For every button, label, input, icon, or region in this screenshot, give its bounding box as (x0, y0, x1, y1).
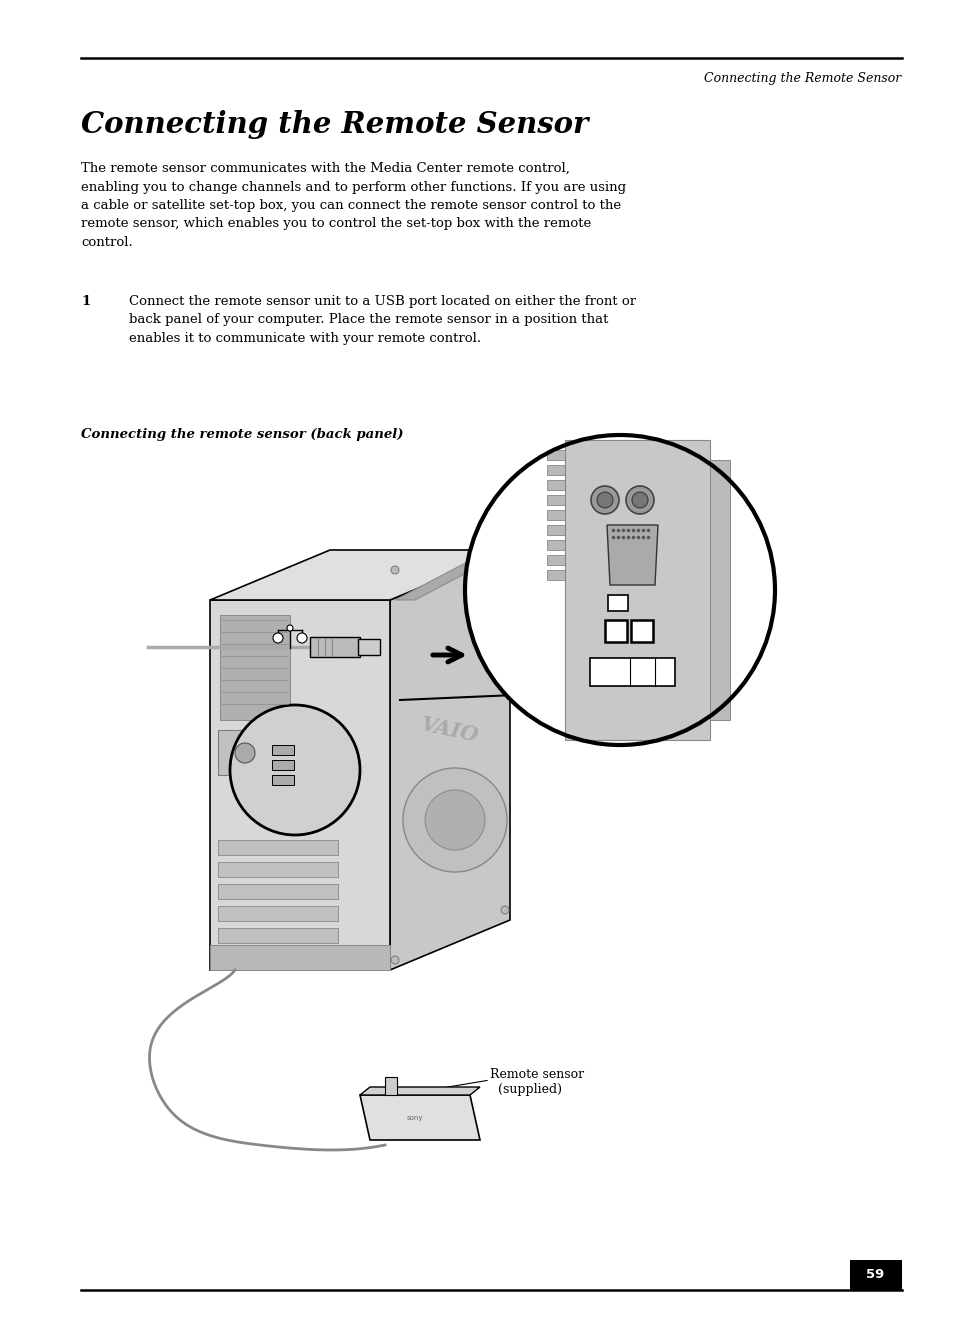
Polygon shape (546, 570, 564, 580)
Circle shape (402, 768, 506, 872)
Text: sony: sony (406, 1115, 423, 1122)
Text: Connect the remote sensor unit to a USB port located on either the front or
back: Connect the remote sensor unit to a USB … (129, 295, 636, 344)
Polygon shape (546, 511, 564, 520)
Polygon shape (546, 494, 564, 505)
Circle shape (234, 742, 254, 762)
Circle shape (424, 791, 484, 850)
Polygon shape (546, 465, 564, 474)
FancyBboxPatch shape (310, 636, 359, 657)
Polygon shape (546, 480, 564, 490)
FancyArrowPatch shape (433, 649, 461, 662)
Text: Connecting the Remote Sensor: Connecting the Remote Sensor (703, 72, 901, 84)
Polygon shape (220, 615, 290, 720)
Polygon shape (848, 1260, 901, 1290)
Text: The remote sensor communicates with the Media Center remote control,
enabling yo: The remote sensor communicates with the … (81, 162, 625, 249)
Text: 59: 59 (865, 1269, 883, 1281)
Polygon shape (606, 525, 658, 586)
FancyBboxPatch shape (218, 730, 293, 775)
Circle shape (296, 632, 307, 643)
FancyBboxPatch shape (604, 620, 626, 642)
Text: VAIO: VAIO (418, 714, 480, 746)
Text: Connecting the Remote Sensor: Connecting the Remote Sensor (81, 110, 588, 139)
Polygon shape (210, 549, 510, 600)
FancyBboxPatch shape (272, 745, 294, 754)
Polygon shape (546, 540, 564, 549)
Text: 1: 1 (81, 295, 91, 308)
Polygon shape (210, 945, 390, 970)
FancyBboxPatch shape (218, 840, 337, 855)
Polygon shape (359, 1095, 479, 1140)
Circle shape (597, 492, 613, 508)
Circle shape (391, 565, 398, 574)
FancyBboxPatch shape (218, 884, 337, 899)
Circle shape (500, 906, 509, 914)
Polygon shape (395, 549, 510, 600)
FancyBboxPatch shape (607, 595, 627, 611)
Circle shape (631, 492, 647, 508)
Polygon shape (546, 450, 564, 460)
Text: Remote sensor
  (supplied): Remote sensor (supplied) (490, 1068, 583, 1096)
Polygon shape (546, 555, 564, 565)
Circle shape (273, 632, 283, 643)
Circle shape (464, 436, 774, 745)
Circle shape (391, 955, 398, 963)
FancyBboxPatch shape (385, 1077, 396, 1095)
Polygon shape (709, 460, 729, 720)
Circle shape (500, 556, 509, 564)
FancyBboxPatch shape (272, 775, 294, 785)
FancyBboxPatch shape (218, 906, 337, 921)
Circle shape (230, 705, 359, 835)
Polygon shape (390, 549, 510, 970)
Circle shape (287, 624, 293, 631)
Text: Connecting the remote sensor (back panel): Connecting the remote sensor (back panel… (81, 427, 403, 441)
Polygon shape (210, 600, 390, 970)
Polygon shape (359, 1087, 479, 1095)
Circle shape (590, 486, 618, 515)
FancyBboxPatch shape (630, 620, 652, 642)
Polygon shape (564, 440, 709, 740)
FancyBboxPatch shape (218, 929, 337, 943)
FancyBboxPatch shape (589, 658, 675, 686)
FancyBboxPatch shape (357, 639, 379, 655)
FancyBboxPatch shape (272, 760, 294, 770)
FancyBboxPatch shape (218, 862, 337, 876)
Circle shape (625, 486, 654, 515)
Polygon shape (546, 525, 564, 535)
